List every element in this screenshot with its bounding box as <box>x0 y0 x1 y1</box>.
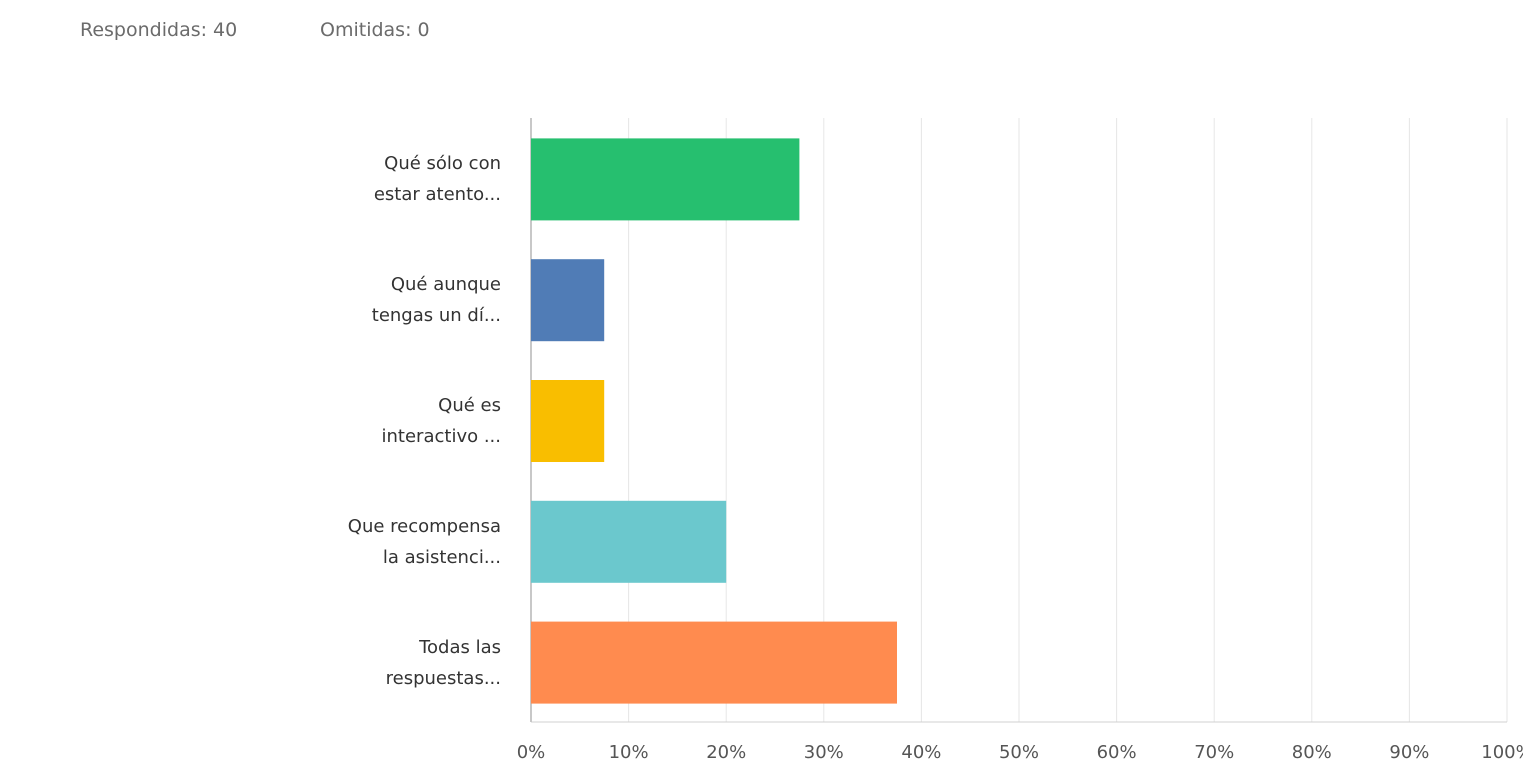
bar <box>531 138 800 221</box>
y-tick-label: Qué aunque tengas un dí... <box>371 274 501 327</box>
x-tick-label: 90% <box>1389 742 1429 763</box>
y-tick-label: Qué es interactivo ... <box>381 395 501 447</box>
x-tick-label: 30% <box>804 742 844 763</box>
bar <box>531 259 605 342</box>
x-tick-label: 10% <box>609 742 649 763</box>
skipped-count: Omitidas: 0 <box>320 19 430 41</box>
x-tick-label: 40% <box>901 742 941 763</box>
answered-count: Respondidas: 40 <box>80 19 238 41</box>
bar <box>531 380 605 462</box>
y-tick-label: Qué sólo con estar atento... <box>373 153 501 206</box>
x-tick-label: 70% <box>1194 742 1234 763</box>
x-tick-label: 50% <box>999 742 1039 763</box>
x-tick-label: 20% <box>706 742 746 763</box>
x-tick-label: 80% <box>1292 742 1332 763</box>
bar <box>531 621 897 704</box>
x-tick-label: 100% <box>1481 742 1523 763</box>
y-tick-label: Que recompensa la asistenci... <box>347 515 501 568</box>
x-tick-label: 60% <box>1097 742 1137 763</box>
bar <box>531 500 727 583</box>
x-tick-label: 0% <box>517 742 546 763</box>
y-tick-label: Todas las respuestas... <box>385 636 501 689</box>
